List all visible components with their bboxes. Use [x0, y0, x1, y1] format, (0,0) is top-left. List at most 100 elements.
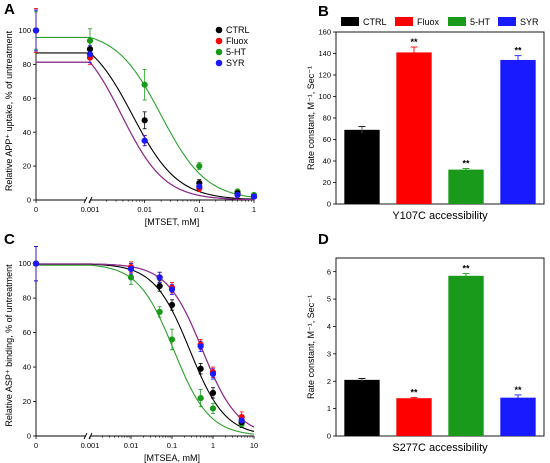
x-axis-caption: S277C accessibility	[392, 442, 488, 454]
y-axis-title: Relative APP⁺ uptake, % of untreatment	[4, 30, 14, 191]
y-tick-label: 20	[323, 178, 331, 187]
legend-swatch-syr	[498, 17, 516, 26]
x-tick-label: 0.001	[81, 205, 100, 214]
y-tick-label: 100	[18, 259, 31, 268]
y-tick-label: 140	[318, 49, 331, 58]
y-tick-label: 80	[23, 60, 31, 69]
y-tick-label: 60	[23, 328, 31, 337]
data-point-syr	[156, 274, 163, 281]
x-tick-label: 1	[211, 441, 215, 450]
plot-frame	[335, 257, 545, 437]
y-tick-label: 160	[318, 28, 331, 37]
data-point-syr	[86, 51, 94, 58]
y-tick-label: 40	[23, 363, 31, 372]
legend-label-fluox: Fluox	[226, 36, 249, 46]
bar-syr	[500, 397, 536, 436]
x-tick-label: 10	[250, 441, 258, 450]
fit-curve-syr	[36, 263, 255, 428]
panel-a-dose-response: 0 20 40 60 80 100 0 0.001 0.01 0.1 1 [MTSET, mM] Rel…	[4, 8, 258, 227]
fit-curve-ctrl	[36, 52, 255, 200]
data-point-5-ht	[156, 308, 163, 315]
data-point-syr	[209, 370, 217, 378]
panel-letter-d: D	[318, 231, 329, 248]
legend-label-ctrl: CTRL	[363, 17, 387, 27]
x-axis-caption: Y107C accessibility	[392, 210, 488, 222]
y-tick-label: 120	[318, 71, 331, 80]
y-tick-label: 0	[327, 432, 331, 441]
significance-5-ht: **	[462, 264, 470, 274]
significance-fluox: **	[410, 37, 418, 47]
bar-syr	[500, 59, 536, 205]
legend-label-5-ht: 5-HT	[226, 47, 247, 57]
legend-swatch-5-ht	[448, 17, 466, 26]
axis-break-mark	[88, 196, 93, 204]
data-point-syr	[32, 260, 40, 267]
fit-curve-5-ht	[36, 36, 255, 198]
x-tick-label: 0	[34, 441, 38, 450]
bar-5-ht	[448, 275, 484, 436]
y-axis-title: Rate constant, M⁻¹, Sec⁻¹	[306, 66, 316, 170]
data-point-syr	[234, 191, 241, 199]
data-point-ctrl	[86, 46, 94, 53]
fit-curve-5-ht	[36, 264, 255, 435]
y-tick-label: 0	[27, 432, 31, 441]
y-tick-label: 1	[327, 404, 331, 413]
data-point-ctrl	[156, 282, 163, 290]
x-tick-label: 0.001	[81, 441, 100, 450]
significance-fluox: **	[410, 387, 418, 397]
y-tick-label: 40	[323, 157, 331, 166]
panel-letter-b: B	[318, 3, 329, 20]
bar-ctrl	[344, 129, 380, 204]
fit-curve-ctrl	[36, 263, 255, 433]
data-point-5-ht	[86, 37, 94, 44]
data-point-5-ht	[127, 274, 135, 281]
significance-5-ht: **	[462, 159, 470, 169]
panel-letter-c: C	[4, 231, 15, 248]
bar-fluox	[396, 398, 432, 436]
panel-c-dose-response: 0 20 40 60 80 100 0 0.001 0.01 0.1 1 10 [MTSEA, mM] R…	[4, 245, 258, 463]
data-point-syr	[141, 137, 148, 144]
y-tick-label: 5	[327, 295, 331, 304]
legend-label-syr: SYR	[520, 17, 539, 27]
y-tick-label: 3	[327, 349, 331, 358]
bar-ctrl	[344, 379, 380, 436]
axis-break-mark	[88, 432, 93, 440]
significance-syr: **	[514, 46, 522, 56]
y-tick-label: 4	[327, 322, 331, 331]
significance-syr: **	[514, 385, 522, 395]
legend-label-fluox: Fluox	[417, 17, 440, 27]
data-point-ctrl	[209, 389, 217, 397]
data-point-ctrl	[141, 117, 148, 124]
y-tick-label: 0	[327, 200, 331, 209]
data-point-5-ht	[168, 336, 176, 343]
y-axis-title: Relative ASP⁺ binding, % of untreatment	[4, 264, 14, 427]
y-tick-label: 40	[23, 128, 31, 137]
x-tick-label: 0.01	[137, 205, 152, 214]
x-tick-label: 1	[252, 205, 256, 214]
legend-label-syr: SYR	[226, 58, 245, 68]
data-point-ctrl	[168, 301, 176, 309]
axis-break-mark	[83, 196, 88, 204]
data-point-syr	[250, 193, 258, 200]
y-tick-label: 80	[23, 294, 31, 303]
y-tick-label: 2	[327, 377, 331, 386]
y-tick-label: 6	[327, 267, 331, 276]
data-point-5-ht	[197, 394, 204, 402]
data-point-syr	[168, 286, 176, 293]
y-tick-label: 100	[318, 92, 331, 101]
fit-curve-fluox	[36, 263, 255, 428]
legend-marker-ctrl	[215, 26, 223, 34]
y-tick-label: 80	[323, 114, 331, 123]
data-point-syr	[196, 183, 203, 190]
legend-swatch-fluox	[395, 17, 413, 26]
data-point-syr	[127, 265, 135, 272]
panel-d-bar-chart: 0 1 2 3 4 5 6 Rate constant, M⁻¹, Sec⁻¹ S277C ac…	[306, 257, 545, 454]
legend-label-5-ht: 5-HT	[470, 17, 491, 27]
y-tick-label: 60	[323, 135, 331, 144]
x-axis-title: [MTSEA, mM]	[144, 453, 200, 463]
data-point-5-ht	[141, 81, 148, 88]
legend-swatch-ctrl	[341, 17, 359, 26]
y-tick-label: 100	[18, 26, 31, 35]
legend-marker-syr	[215, 59, 223, 67]
